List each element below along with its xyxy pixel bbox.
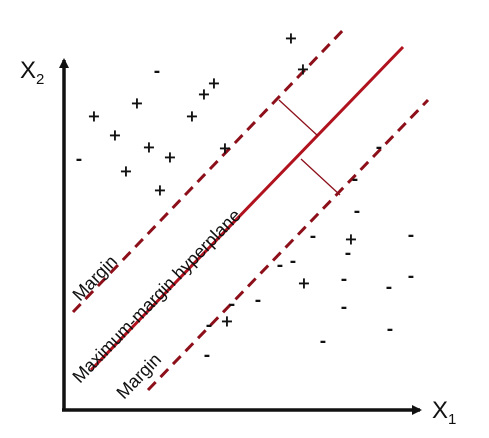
plus-point: + <box>220 312 233 331</box>
minus-point: - <box>76 150 83 169</box>
plus-point: + <box>142 138 155 157</box>
minus-point: - <box>310 227 317 246</box>
plus-point: + <box>297 274 310 293</box>
plus-point: + <box>296 60 309 79</box>
minus-point: - <box>376 138 383 157</box>
x-axis-label: X1 <box>432 397 456 428</box>
minus-point: - <box>290 252 297 271</box>
y-axis-label-sub: 2 <box>36 71 44 88</box>
upper-margin-connector <box>278 99 319 137</box>
minus-point: - <box>206 316 213 335</box>
x-axis-label-sub: 1 <box>448 411 456 428</box>
plus-point: + <box>163 148 176 167</box>
hyperplane-line <box>89 45 405 372</box>
minus-point: - <box>387 320 394 339</box>
minus-point: - <box>277 256 284 275</box>
plus-point: + <box>119 162 132 181</box>
minus-point: - <box>229 295 236 314</box>
plus-point: + <box>185 107 198 126</box>
minus-point: - <box>386 278 393 297</box>
plus-point: + <box>218 139 231 158</box>
minus-point: - <box>341 298 348 317</box>
upper-margin-line <box>71 25 348 314</box>
minus-point: - <box>408 267 415 286</box>
plus-point: + <box>87 107 100 126</box>
plus-point: + <box>284 29 297 48</box>
minus-point: - <box>320 332 327 351</box>
plus-point: + <box>197 85 210 104</box>
minus-points: - - - - - - - - - - - - - - - - - - - - <box>76 62 415 365</box>
minus-point: - <box>352 170 359 189</box>
lower-margin-label: Margin <box>112 349 165 402</box>
plus-point: + <box>344 230 357 249</box>
y-axis-label-main: X <box>20 57 36 84</box>
plus-point: + <box>108 126 121 145</box>
lower-margin-line <box>146 98 430 392</box>
plus-point: + <box>130 94 143 113</box>
minus-point: - <box>354 202 361 221</box>
plus-point: + <box>207 74 220 93</box>
y-axis-label: X2 <box>20 57 44 88</box>
minus-point: - <box>204 346 211 365</box>
minus-point: - <box>255 291 262 310</box>
minus-point: - <box>341 270 348 289</box>
upper-margin-label: Margin <box>68 251 121 304</box>
minus-point: - <box>408 226 415 245</box>
minus-point: - <box>345 244 352 263</box>
lower-margin-connector <box>300 158 341 196</box>
plus-points: + + + + + + + + + + + + + + + + <box>87 29 357 331</box>
minus-point: - <box>154 62 161 81</box>
plus-point: + <box>153 181 166 200</box>
x-axis-label-main: X <box>432 397 448 424</box>
